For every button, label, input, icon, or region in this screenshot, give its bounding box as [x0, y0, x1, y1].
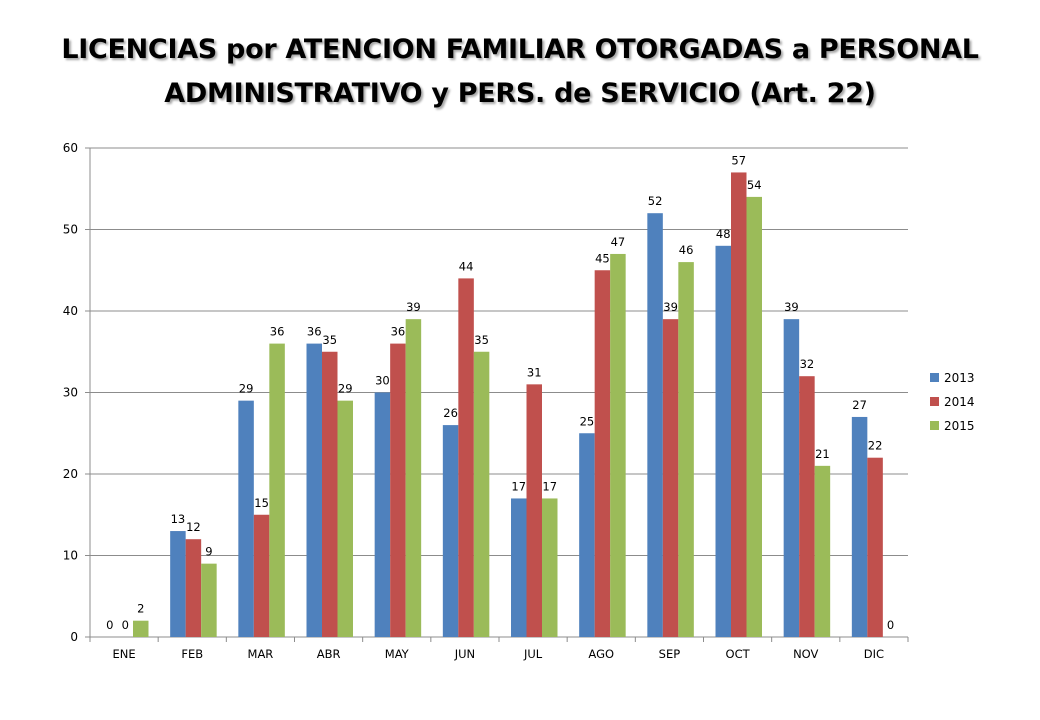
data-label-2015-nov: 21	[815, 447, 830, 461]
bar-2013-nov	[783, 319, 800, 637]
x-tick-label-may: MAY	[385, 647, 410, 661]
data-label-2014-nov: 32	[800, 357, 815, 371]
x-tick-label-mar: MAR	[248, 647, 274, 661]
x-tick-label-oct: OCT	[726, 647, 751, 661]
chart-title-line-2: ADMINISTRATIVO y PERS. de SERVICIO (Art.…	[164, 78, 876, 109]
bar-2014-mar	[253, 514, 270, 637]
bar-2014-jun	[458, 278, 474, 637]
y-tick-label-30: 30	[63, 386, 78, 400]
legend-label-2013: 2013	[944, 371, 975, 385]
data-label-2013-nov: 39	[784, 300, 799, 314]
data-label-2013-jun: 26	[443, 406, 458, 420]
data-label-2013-abr: 36	[307, 325, 322, 339]
data-label-2014-abr: 35	[322, 333, 337, 347]
x-tick-label-abr: ABR	[317, 647, 341, 661]
data-label-2014-may: 36	[391, 325, 406, 339]
bar-2013-ago	[579, 433, 595, 637]
legend-swatch-2014	[930, 397, 939, 406]
y-tick-label-50: 50	[63, 223, 78, 237]
data-label-2013-ene: 0	[106, 618, 113, 632]
y-tick-label-40: 40	[63, 304, 78, 318]
bar-2013-dic	[851, 416, 868, 637]
bar-2013-abr	[306, 343, 322, 637]
bar-2014-dic	[867, 457, 883, 637]
x-tick-label-sep: SEP	[659, 647, 681, 661]
bar-2013-jul	[511, 498, 527, 637]
bar-2014-abr	[322, 351, 338, 637]
bar-2015-oct	[746, 196, 762, 637]
legend-swatch-2013	[930, 373, 939, 382]
data-label-2015-may: 39	[406, 300, 421, 314]
bar-2015-may	[405, 319, 422, 637]
y-tick-label-60: 60	[63, 141, 78, 155]
data-label-2013-jul: 17	[511, 479, 526, 493]
legend-label-2015: 2015	[944, 419, 975, 433]
data-label-2015-jul: 17	[542, 479, 557, 493]
bar-2015-jul	[542, 498, 558, 637]
data-label-2015-feb: 9	[205, 545, 212, 559]
x-tick-label-jul: JUL	[523, 647, 543, 661]
bar-2015-jun	[473, 351, 490, 637]
bar-2015-feb	[201, 563, 217, 637]
data-label-2014-jul: 31	[527, 365, 542, 379]
data-label-2013-sep: 52	[648, 194, 663, 208]
data-label-2015-oct: 54	[747, 178, 762, 192]
bar-2013-sep	[647, 213, 663, 637]
data-label-2015-ago: 47	[611, 235, 626, 249]
bar-2015-ago	[610, 253, 626, 637]
data-label-2015-dic: 0	[887, 618, 894, 632]
bar-2013-mar	[238, 400, 254, 637]
data-label-2015-mar: 36	[270, 325, 285, 339]
x-tick-label-dic: DIC	[864, 647, 884, 661]
x-tick-label-ene: ENE	[113, 647, 136, 661]
x-tick-label-jun: JUN	[454, 647, 475, 661]
legend-label-2014: 2014	[944, 395, 975, 409]
data-label-2013-ago: 25	[580, 414, 595, 428]
bar-2013-may	[374, 392, 391, 637]
bar-2014-jul	[526, 384, 542, 637]
bar-2013-oct	[715, 245, 731, 638]
data-label-2014-oct: 57	[731, 153, 746, 167]
x-tick-label-ago: AGO	[588, 647, 614, 661]
data-label-2013-feb: 13	[171, 512, 186, 526]
data-label-2015-ene: 2	[137, 602, 144, 616]
y-tick-label-20: 20	[63, 467, 78, 481]
chart-title: LICENCIAS por ATENCION FAMILIAR OTORGADA…	[0, 28, 1040, 116]
data-label-2015-sep: 46	[679, 243, 694, 257]
bar-2014-sep	[662, 319, 679, 637]
data-label-2013-dic: 27	[852, 398, 867, 412]
data-label-2014-dic: 22	[868, 439, 883, 453]
bar-2013-jun	[442, 425, 459, 637]
bar-2014-ago	[594, 270, 611, 637]
bar-2014-oct	[731, 172, 747, 637]
data-label-2013-oct: 48	[716, 227, 731, 241]
y-tick-label-0: 0	[70, 630, 78, 644]
data-label-2013-mar: 29	[239, 382, 254, 396]
data-label-2015-jun: 35	[474, 333, 489, 347]
data-label-2014-ago: 45	[595, 251, 610, 265]
data-label-2014-sep: 39	[663, 300, 678, 314]
x-tick-label-feb: FEB	[181, 647, 203, 661]
bar-2015-sep	[678, 262, 694, 637]
data-label-2014-feb: 12	[186, 520, 201, 534]
x-tick-label-nov: NOV	[793, 647, 818, 661]
data-label-2014-mar: 15	[254, 496, 269, 510]
y-tick-label-10: 10	[63, 549, 78, 563]
data-label-2014-ene: 0	[122, 618, 129, 632]
bar-2014-feb	[185, 539, 202, 637]
chart-title-line-1: LICENCIAS por ATENCION FAMILIAR OTORGADA…	[61, 34, 979, 65]
bar-2015-mar	[269, 343, 285, 637]
bar-2015-abr	[337, 400, 353, 637]
bar-2013-feb	[170, 531, 186, 637]
bar-2015-nov	[814, 465, 831, 637]
data-label-2015-abr: 29	[338, 382, 353, 396]
legend-swatch-2015	[930, 421, 939, 430]
bar-2014-nov	[799, 376, 815, 637]
bar-2014-may	[390, 343, 406, 637]
bar-2015-ene	[133, 620, 149, 637]
data-label-2013-may: 30	[375, 374, 390, 388]
data-label-2014-jun: 44	[459, 259, 474, 273]
